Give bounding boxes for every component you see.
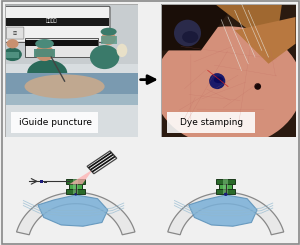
Bar <box>11 112 98 133</box>
Text: 글이: 글이 <box>13 31 18 35</box>
Bar <box>44 181 46 183</box>
Ellipse shape <box>7 39 19 49</box>
Ellipse shape <box>90 45 119 69</box>
Text: iGuide puncture: iGuide puncture <box>19 118 92 127</box>
Bar <box>4 95 138 105</box>
Bar <box>66 189 85 194</box>
Circle shape <box>254 83 261 90</box>
Polygon shape <box>168 192 284 235</box>
Bar <box>217 180 235 184</box>
Polygon shape <box>235 17 296 64</box>
Ellipse shape <box>154 26 300 147</box>
Polygon shape <box>69 169 93 184</box>
Bar <box>100 36 117 44</box>
Ellipse shape <box>35 45 54 61</box>
Polygon shape <box>16 192 135 235</box>
Ellipse shape <box>117 44 127 57</box>
Polygon shape <box>189 195 257 226</box>
Bar <box>66 180 85 184</box>
Polygon shape <box>214 4 282 50</box>
FancyBboxPatch shape <box>7 27 24 39</box>
Circle shape <box>209 73 225 89</box>
Polygon shape <box>38 195 108 226</box>
Ellipse shape <box>3 48 22 61</box>
Bar <box>69 184 82 189</box>
Bar <box>34 49 55 57</box>
Ellipse shape <box>101 32 116 45</box>
Text: 글로벌이: 글로벌이 <box>46 18 57 23</box>
Polygon shape <box>92 156 116 172</box>
Ellipse shape <box>27 60 67 86</box>
Ellipse shape <box>100 28 117 36</box>
Bar <box>4 18 109 26</box>
Bar <box>4 73 138 100</box>
Polygon shape <box>87 151 117 174</box>
Circle shape <box>224 193 228 196</box>
Ellipse shape <box>35 39 54 49</box>
Bar <box>223 179 228 194</box>
Polygon shape <box>160 4 235 50</box>
Bar <box>40 180 43 183</box>
Text: Dye stamping: Dye stamping <box>180 118 243 127</box>
Bar <box>4 4 138 64</box>
Circle shape <box>174 20 201 46</box>
Polygon shape <box>88 152 112 169</box>
Ellipse shape <box>214 76 223 83</box>
Bar <box>219 184 232 189</box>
Ellipse shape <box>25 74 105 98</box>
Ellipse shape <box>182 31 198 43</box>
Bar <box>6 52 19 58</box>
FancyBboxPatch shape <box>3 6 110 42</box>
Circle shape <box>74 193 77 196</box>
Bar <box>73 179 78 194</box>
Bar <box>217 189 235 194</box>
Bar <box>167 112 255 133</box>
Bar <box>25 38 98 57</box>
Bar <box>25 40 98 46</box>
Circle shape <box>224 193 227 196</box>
Polygon shape <box>90 154 114 171</box>
